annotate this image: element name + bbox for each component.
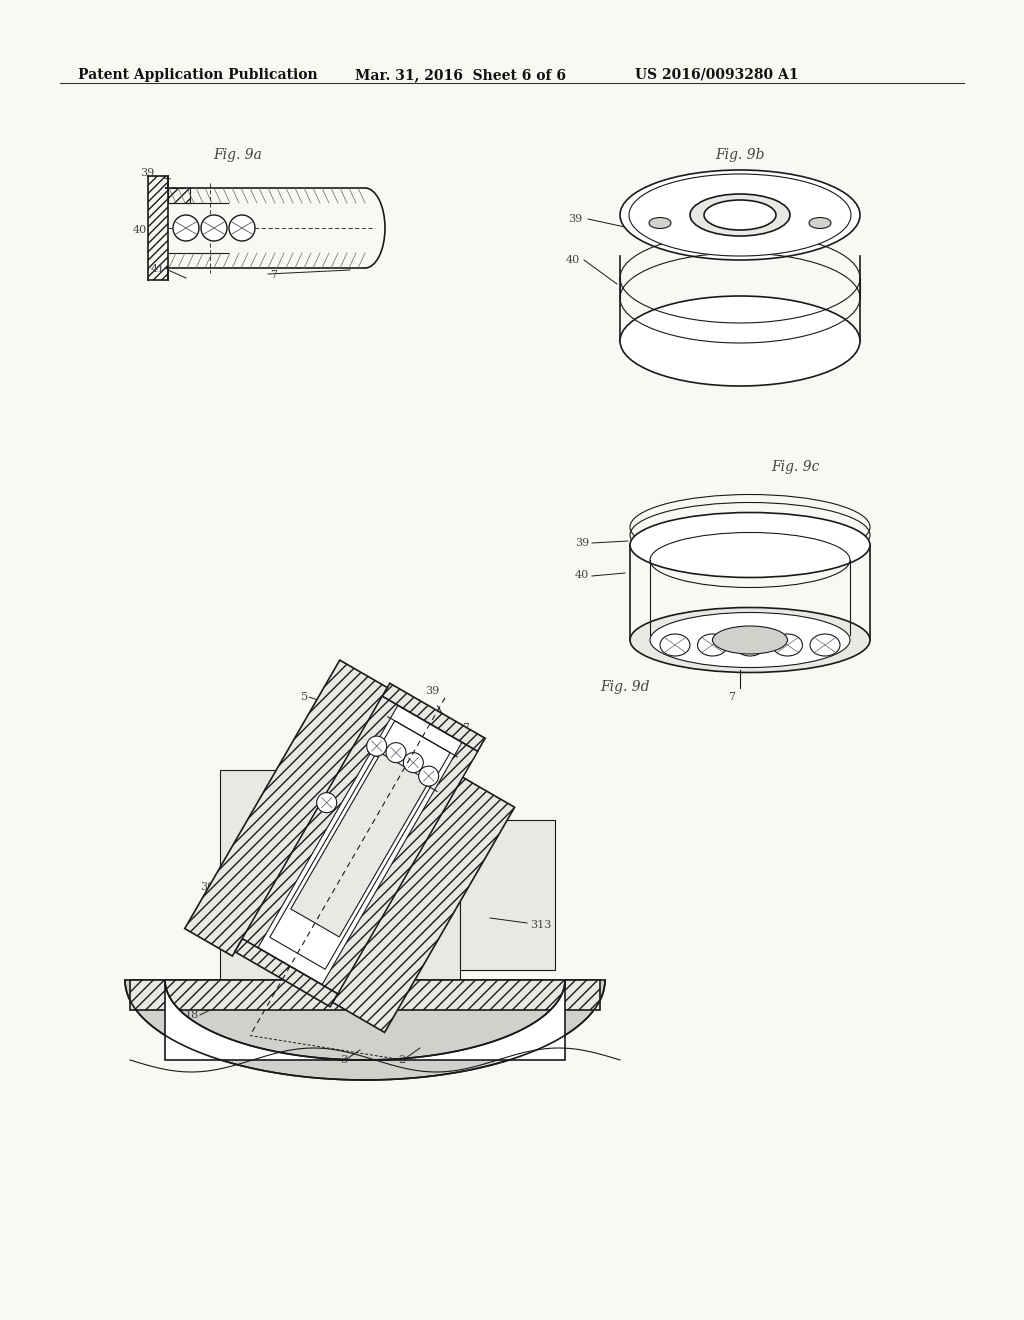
Ellipse shape [690,194,790,236]
Polygon shape [184,660,387,956]
Text: 10: 10 [469,830,483,841]
Ellipse shape [630,512,870,578]
Bar [148,176,168,280]
Text: 39: 39 [140,168,155,178]
Polygon shape [333,777,515,1032]
Text: 40: 40 [566,255,581,265]
Circle shape [229,215,255,242]
Polygon shape [234,939,338,1007]
Polygon shape [220,770,460,990]
Polygon shape [460,820,555,970]
Polygon shape [165,979,565,1060]
Ellipse shape [705,201,776,230]
Text: 7: 7 [270,271,278,280]
Text: 40: 40 [133,224,147,235]
Text: 3: 3 [340,1055,347,1065]
Ellipse shape [620,296,860,385]
Text: 40: 40 [575,570,589,579]
Text: 7: 7 [463,723,469,733]
Ellipse shape [629,174,851,256]
Text: 5: 5 [301,692,308,702]
Text: 2: 2 [398,1055,406,1065]
Polygon shape [125,979,605,1080]
Text: Fig. 9c: Fig. 9c [771,459,819,474]
Text: 41: 41 [242,855,256,866]
Ellipse shape [713,626,787,653]
Ellipse shape [810,634,840,656]
Ellipse shape [735,634,765,656]
Ellipse shape [650,612,850,668]
Text: Patent Application Publication: Patent Application Publication [78,69,317,82]
Text: 7: 7 [728,692,735,702]
Circle shape [419,766,438,787]
Text: Mar. 31, 2016  Sheet 6 of 6: Mar. 31, 2016 Sheet 6 of 6 [355,69,566,82]
Text: 304: 304 [200,882,221,892]
Ellipse shape [697,634,727,656]
Text: US 2016/0093280 A1: US 2016/0093280 A1 [635,69,799,82]
Text: 313: 313 [530,920,551,931]
Text: 40: 40 [271,810,286,821]
Polygon shape [291,752,429,937]
Text: 41: 41 [151,264,165,275]
Text: Fig. 9a: Fig. 9a [214,148,262,162]
Circle shape [201,215,227,242]
Polygon shape [269,721,451,969]
Circle shape [403,752,423,772]
Polygon shape [322,742,477,994]
Ellipse shape [772,634,803,656]
Circle shape [367,737,387,756]
Polygon shape [243,696,477,994]
Ellipse shape [809,218,831,228]
Polygon shape [382,684,485,751]
Ellipse shape [649,218,671,228]
Ellipse shape [630,607,870,672]
Ellipse shape [660,634,690,656]
Text: 18: 18 [185,1010,200,1020]
Text: Fig. 9b: Fig. 9b [715,148,765,162]
Ellipse shape [620,170,860,260]
Text: 39: 39 [425,686,439,696]
Circle shape [386,743,406,763]
Circle shape [316,793,337,813]
Circle shape [173,215,199,242]
Polygon shape [130,979,600,1010]
Text: 39: 39 [568,214,583,224]
Text: 39: 39 [575,539,589,548]
Polygon shape [243,696,398,948]
Text: Fig. 9d: Fig. 9d [600,680,649,694]
Text: 11: 11 [433,902,447,911]
